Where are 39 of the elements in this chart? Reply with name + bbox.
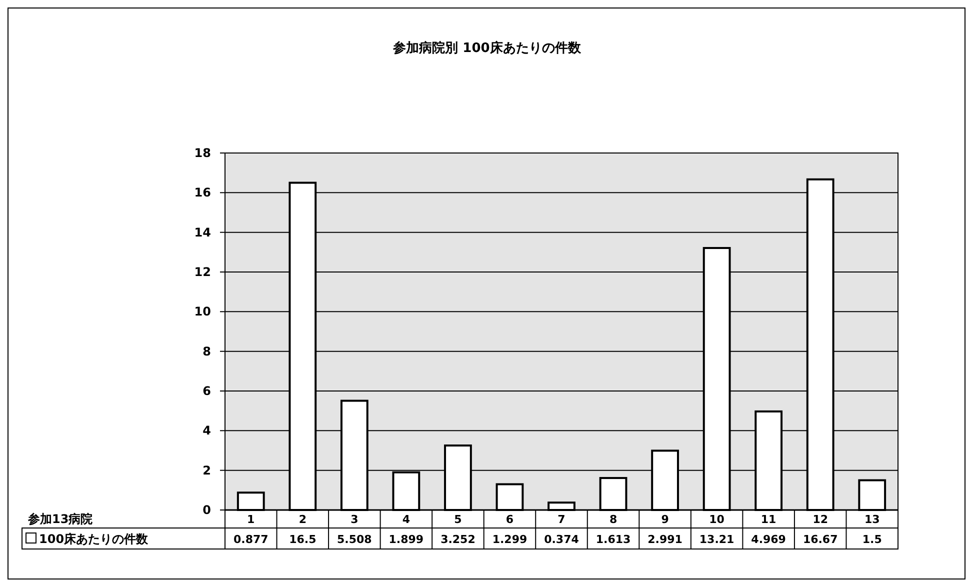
x-tick-label: 4 bbox=[402, 513, 410, 526]
y-tick-label: 10 bbox=[194, 304, 211, 319]
x-tick-label: 13 bbox=[864, 513, 880, 526]
data-label: 0.374 bbox=[544, 533, 580, 546]
x-tick-label: 12 bbox=[812, 513, 828, 526]
x-tick-label: 3 bbox=[350, 513, 358, 526]
data-label: 16.5 bbox=[289, 533, 316, 546]
y-tick-label: 18 bbox=[194, 146, 211, 160]
data-label: 3.252 bbox=[440, 533, 476, 546]
data-label: 1.299 bbox=[492, 533, 528, 546]
x-tick-label: 1 bbox=[247, 513, 255, 526]
data-label: 1.5 bbox=[862, 533, 882, 546]
text: 参加13病院 bbox=[27, 512, 93, 526]
y-tick-label: 2 bbox=[202, 463, 211, 478]
x-tick-label: 10 bbox=[709, 513, 725, 526]
y-tick-label: 8 bbox=[202, 344, 211, 358]
y-tick-label: 14 bbox=[194, 225, 211, 240]
y-tick-label: 4 bbox=[202, 424, 211, 438]
data-label: 16.67 bbox=[802, 533, 838, 546]
data-label: 1.899 bbox=[388, 533, 424, 546]
data-label: 1.613 bbox=[596, 533, 631, 546]
data-label: 2.991 bbox=[648, 533, 682, 546]
legend-label: 100床あたりの件数 bbox=[39, 532, 150, 546]
y-tick-label: 6 bbox=[202, 384, 211, 398]
x-tick-label: 2 bbox=[298, 513, 306, 526]
data-label: 13.21 bbox=[699, 533, 734, 546]
chart-title: 参加病院別 100床あたりの件数 bbox=[392, 40, 582, 56]
x-tick-label: 7 bbox=[558, 513, 566, 526]
y-tick-label: 0 bbox=[202, 503, 211, 517]
x-tick-label: 5 bbox=[454, 513, 462, 526]
x-tick-label: 6 bbox=[506, 513, 514, 526]
y-tick-label: 16 bbox=[194, 186, 211, 200]
x-tick-label: 11 bbox=[760, 513, 776, 526]
data-label: 0.877 bbox=[233, 533, 268, 546]
data-label: 5.508 bbox=[337, 533, 372, 546]
x-tick-label: 8 bbox=[609, 513, 618, 526]
y-tick-label: 12 bbox=[194, 265, 211, 279]
x-tick-label: 9 bbox=[661, 513, 669, 526]
data-label: 4.969 bbox=[751, 533, 786, 546]
